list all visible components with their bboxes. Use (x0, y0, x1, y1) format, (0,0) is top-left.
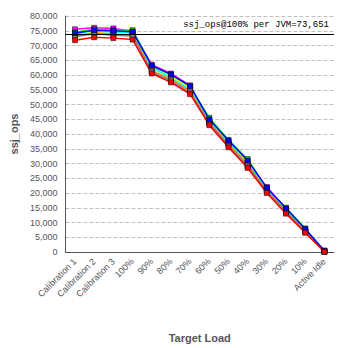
svg-text:45,000: 45,000 (30, 114, 58, 124)
svg-text:40,000: 40,000 (30, 129, 58, 139)
svg-text:80%: 80% (155, 256, 175, 276)
svg-text:65,000: 65,000 (30, 55, 58, 65)
svg-text:Calibration 1: Calibration 1 (35, 256, 79, 300)
svg-text:20,000: 20,000 (30, 188, 58, 198)
svg-text:60,000: 60,000 (30, 70, 58, 80)
svg-text:10,000: 10,000 (30, 218, 58, 228)
svg-text:40%: 40% (231, 256, 251, 276)
svg-text:20%: 20% (270, 256, 290, 276)
svg-text:50,000: 50,000 (30, 100, 58, 110)
svg-text:35,000: 35,000 (30, 144, 58, 154)
svg-text:80,000: 80,000 (30, 11, 58, 21)
svg-text:50%: 50% (212, 256, 232, 276)
svg-text:30%: 30% (251, 256, 271, 276)
svg-text:Target Load: Target Load (169, 332, 231, 344)
svg-text:100%: 100% (113, 256, 136, 279)
svg-text:Calibration 3: Calibration 3 (74, 256, 117, 299)
svg-text:30,000: 30,000 (30, 159, 58, 169)
svg-text:ssj_ops@100% per JVM=73,651: ssj_ops@100% per JVM=73,651 (183, 20, 329, 30)
svg-text:90%: 90% (136, 256, 156, 276)
svg-text:10%: 10% (289, 256, 309, 277)
svg-text:70%: 70% (174, 256, 194, 276)
svg-text:75,000: 75,000 (30, 26, 58, 36)
svg-text:55,000: 55,000 (30, 85, 58, 95)
svg-text:ssj_ops: ssj_ops (8, 114, 20, 155)
svg-text:60%: 60% (193, 256, 213, 276)
svg-text:Active Idle: Active Idle (292, 256, 328, 292)
svg-text:15,000: 15,000 (30, 203, 58, 213)
svg-text:Calibration 2: Calibration 2 (55, 256, 98, 300)
svg-text:25,000: 25,000 (30, 173, 58, 183)
svg-text:0: 0 (52, 247, 57, 257)
svg-text:70,000: 70,000 (30, 41, 58, 51)
svg-text:5,000: 5,000 (35, 232, 58, 242)
